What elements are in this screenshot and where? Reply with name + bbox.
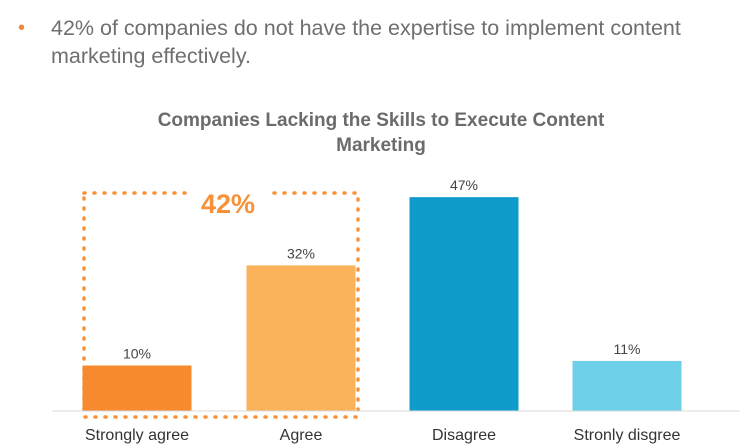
bullet-text: 42% of companies do not have the experti… bbox=[51, 16, 681, 68]
highlight-label: 42% bbox=[201, 189, 255, 219]
chart-title: Companies Lacking the Skills to Execute … bbox=[157, 110, 605, 156]
value-label: 47% bbox=[450, 177, 478, 193]
value-label: 32% bbox=[287, 245, 315, 261]
category-label: Stronly disgree bbox=[574, 427, 681, 444]
category-label: Strongly agree bbox=[85, 427, 189, 444]
bars-layer: 10% Strongly agree 32% Agree 47% Disagree 11% S… bbox=[82, 177, 682, 444]
highlight-label-background bbox=[188, 186, 268, 226]
category-label: Disagree bbox=[432, 427, 496, 444]
value-label: 11% bbox=[614, 341, 641, 357]
category-label: Agree bbox=[280, 427, 323, 444]
bullet-icon: • bbox=[18, 17, 26, 39]
bar-disagree bbox=[409, 197, 519, 411]
bar-agree bbox=[246, 265, 356, 411]
bar-stronly-disgree bbox=[572, 360, 682, 411]
bar-strongly-agree bbox=[82, 365, 192, 411]
value-label: 10% bbox=[123, 346, 151, 362]
